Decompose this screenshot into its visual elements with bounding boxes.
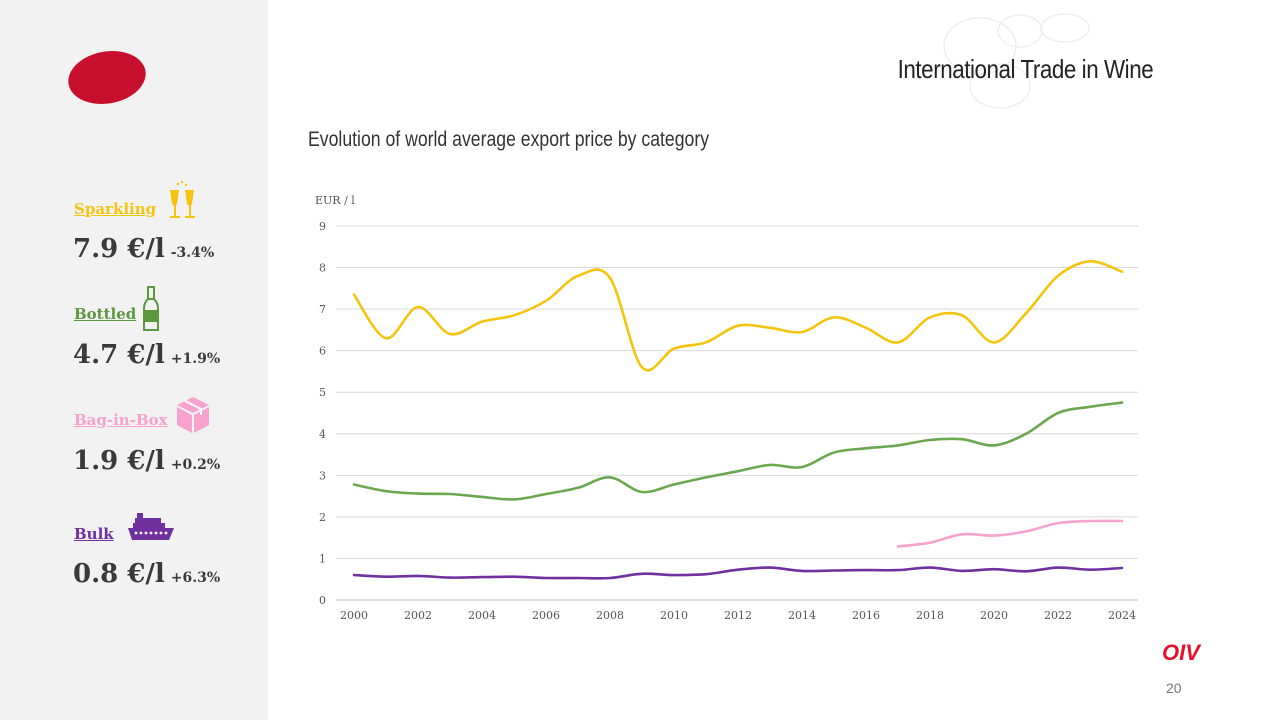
y-tick-label: 7 <box>319 303 326 316</box>
x-tick-label: 2010 <box>660 609 688 622</box>
series-line-sparkling <box>352 259 1124 372</box>
logo-blob-icon <box>68 51 146 104</box>
category-price-bulk: 0.8 €/l +6.3% <box>73 559 220 589</box>
series-layer <box>352 259 1124 580</box>
champagne-glasses-icon <box>170 180 195 218</box>
y-tick-label: 4 <box>319 428 326 441</box>
x-tick-label: 2020 <box>980 609 1008 622</box>
x-tick-label: 2022 <box>1044 609 1072 622</box>
y-axis-label: EUR / l <box>315 194 355 207</box>
y-tick-label: 8 <box>319 262 326 275</box>
x-tick-label: 2000 <box>340 609 368 622</box>
x-tick-label: 2016 <box>852 609 880 622</box>
x-tick-label: 2002 <box>404 609 432 622</box>
price-value: 0.8 €/l <box>73 559 165 589</box>
x-tick-label: 2014 <box>788 609 816 622</box>
label-layer: 0 1 2 3 4 5 6 7 8 9 2000 2002 2004 2006 2008 2010 2012 20… <box>315 194 1136 622</box>
y-tick-label: 3 <box>319 469 326 482</box>
x-tick-label: 2006 <box>532 609 560 622</box>
price-value: 7.9 €/l <box>73 234 165 264</box>
y-tick-label: 1 <box>319 552 326 565</box>
category-price-bottled: 4.7 €/l +1.9% <box>73 340 220 370</box>
price-change: -3.4% <box>170 245 215 261</box>
series-line-bulk <box>352 566 1124 580</box>
wine-bottle-icon <box>143 286 159 331</box>
sidebar: Sparkling 7.9 €/l -3.4% Bottled 4.7 €/l +1… <box>0 0 268 720</box>
x-tick-label: 2008 <box>596 609 624 622</box>
series-line-bottled <box>352 401 1124 501</box>
x-tick-label: 2024 <box>1108 609 1136 622</box>
y-tick-label: 5 <box>319 386 326 399</box>
category-label-bottled[interactable]: Bottled <box>74 305 137 323</box>
y-tick-label: 2 <box>319 511 326 524</box>
price-value: 4.7 €/l <box>73 340 165 370</box>
price-value: 1.9 €/l <box>73 446 165 476</box>
x-tick-label: 2012 <box>724 609 752 622</box>
y-tick-label: 0 <box>319 594 326 607</box>
chart-title: Evolution of world average export price … <box>308 128 710 151</box>
price-change: +6.3% <box>170 570 221 586</box>
x-tick-label: 2004 <box>468 609 496 622</box>
decorative-watermark-icon <box>943 13 1090 109</box>
category-price-bag-in-box: 1.9 €/l +0.2% <box>73 446 220 476</box>
y-tick-label: 9 <box>319 220 326 233</box>
category-label-sparkling[interactable]: Sparkling <box>74 200 157 218</box>
page-number: 20 <box>1166 680 1182 696</box>
category-label-bulk[interactable]: Bulk <box>74 525 114 543</box>
category-price-sparkling: 7.9 €/l -3.4% <box>73 234 214 264</box>
x-tick-label: 2018 <box>916 609 944 622</box>
price-change: +0.2% <box>170 457 221 473</box>
category-label-bag-in-box[interactable]: Bag-in-Box <box>74 411 168 429</box>
box-icon <box>177 397 209 433</box>
page-title: International Trade in Wine <box>897 54 1153 84</box>
series-line-bag-in-box <box>896 519 1124 548</box>
ship-icon <box>128 513 174 540</box>
y-tick-label: 6 <box>319 345 326 358</box>
grid-layer <box>336 225 1138 601</box>
price-change: +1.9% <box>170 351 221 367</box>
oiv-logo: OIV <box>1162 640 1200 665</box>
